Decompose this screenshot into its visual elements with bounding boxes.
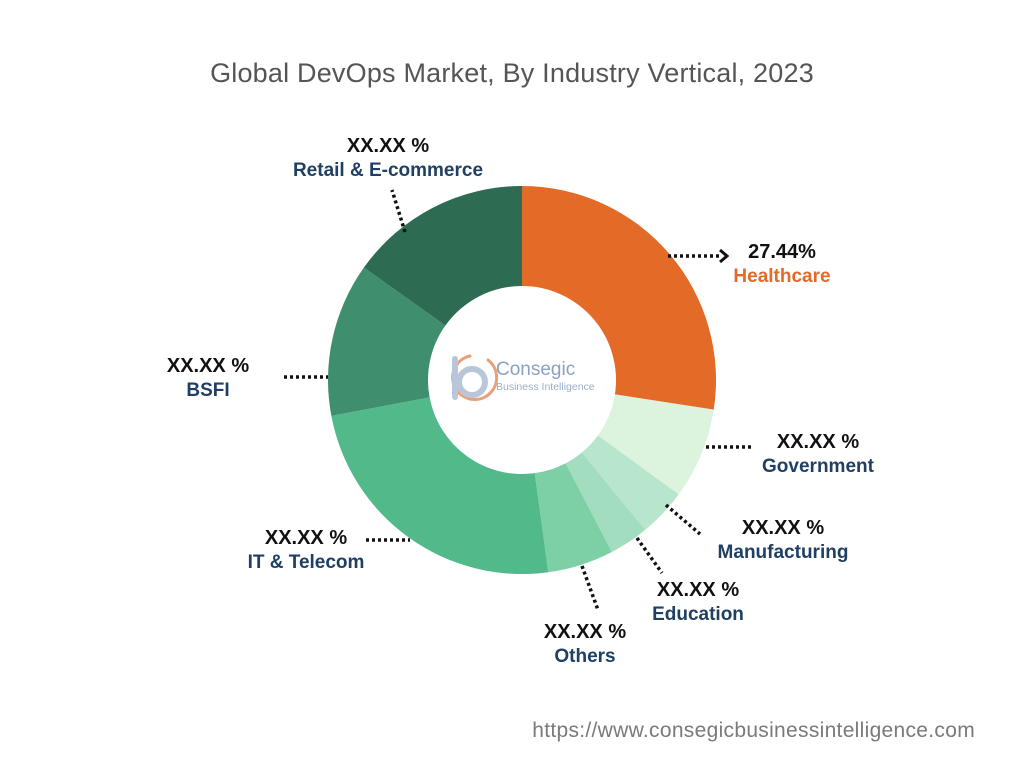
slice-name-bsfi: BSFI	[186, 380, 230, 401]
logo-text: Consegic Business Intelligence	[496, 360, 595, 393]
slice-name-government: Government	[762, 456, 874, 477]
donut-slice-healthcare	[522, 186, 716, 410]
donut-slice-bsfi	[328, 267, 446, 416]
donut-slice-others	[534, 463, 612, 573]
slice-value-bsfi: XX.XX %	[166, 355, 250, 377]
donut-slice-education	[565, 452, 646, 552]
label-government: XX.XX % Government	[748, 430, 888, 479]
leader-line-education	[635, 536, 664, 575]
consegic-logo-icon	[451, 354, 499, 401]
slice-value-it-telecom: XX.XX %	[264, 527, 348, 549]
slice-name-manufacturing: Manufacturing	[717, 542, 849, 563]
label-others: XX.XX % Others	[530, 620, 640, 669]
label-it-telecom: XX.XX % IT & Telecom	[236, 526, 376, 575]
donut-slice-it-telecom	[331, 397, 549, 574]
leader-line-retail	[390, 189, 407, 233]
slice-name-others: Others	[554, 646, 616, 667]
donut-slice-retail-e-commerce	[363, 186, 522, 326]
arrowhead-icon	[719, 248, 730, 264]
slice-name-education: Education	[652, 604, 744, 625]
slice-value-healthcare: 27.44%	[748, 241, 816, 263]
slice-value-government: XX.XX %	[776, 431, 860, 453]
label-education: XX.XX % Education	[638, 578, 758, 627]
label-manufacturing: XX.XX % Manufacturing	[700, 516, 866, 565]
donut-slice-government	[597, 394, 714, 495]
logo-tagline: Business Intelligence	[496, 381, 595, 393]
slice-value-manufacturing: XX.XX %	[741, 517, 825, 539]
slice-value-others: XX.XX %	[543, 621, 627, 643]
label-healthcare: 27.44% Healthcare	[712, 240, 852, 289]
leader-line-others	[580, 565, 600, 611]
slice-value-retail: XX.XX %	[346, 135, 430, 157]
chart-title: Global DevOps Market, By Industry Vertic…	[210, 58, 814, 88]
logo-brand: Consegic	[496, 359, 576, 380]
slice-value-education: XX.XX %	[656, 579, 740, 601]
leader-line-manufacturing	[664, 503, 702, 536]
label-retail: XX.XX % Retail & E-commerce	[262, 134, 514, 183]
label-bsfi: XX.XX % BSFI	[150, 354, 266, 403]
donut-slice-manufacturing	[581, 435, 679, 530]
source-url[interactable]: https://www.consegicbusinessintelligence…	[532, 719, 975, 742]
slice-name-healthcare: Healthcare	[733, 266, 831, 287]
slice-name-retail: Retail & E-commerce	[292, 160, 484, 181]
slice-name-it-telecom: IT & Telecom	[247, 552, 365, 573]
